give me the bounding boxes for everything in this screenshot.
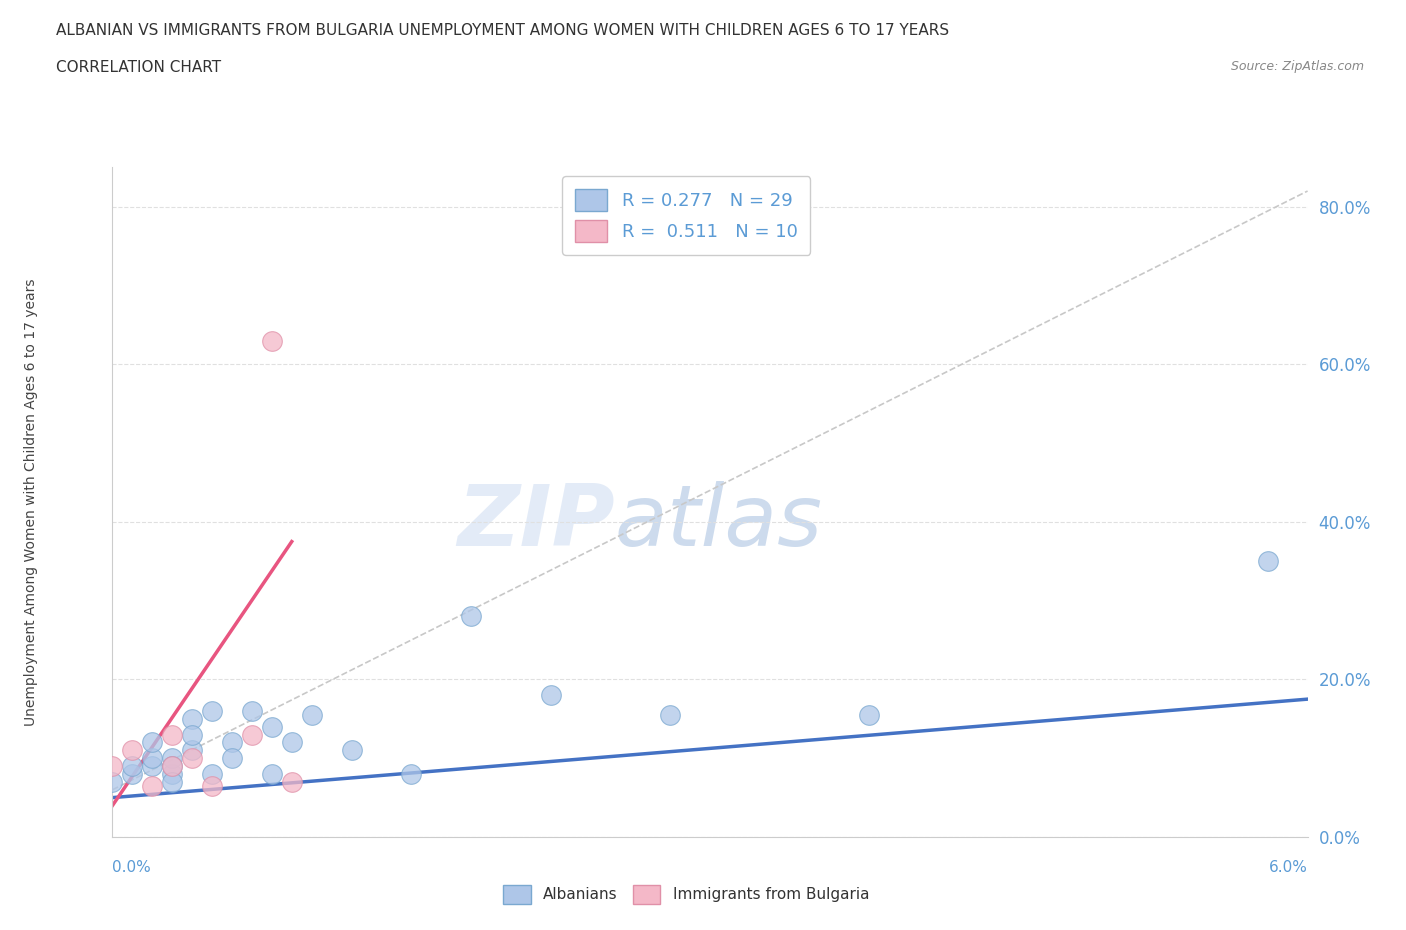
Point [141,735,163,750]
Point [1257,554,1279,569]
Point [301,708,323,723]
Point [221,751,243,765]
Point [281,735,304,750]
Text: 0.0%: 0.0% [112,860,152,875]
Point [260,719,283,734]
Point [121,766,143,781]
Point [162,751,183,765]
Text: 6.0%: 6.0% [1268,860,1308,875]
Text: ZIP: ZIP [457,481,614,564]
Point [340,743,363,758]
Point [101,759,124,774]
Point [221,735,243,750]
Point [121,743,143,758]
Point [201,766,224,781]
Point [460,609,482,624]
Point [141,759,163,774]
Point [181,711,204,726]
Point [858,708,880,723]
Point [281,775,304,790]
Point [162,775,183,790]
Point [121,759,143,774]
Text: Source: ZipAtlas.com: Source: ZipAtlas.com [1230,60,1364,73]
Point [260,766,283,781]
Point [162,727,183,742]
Point [162,759,183,774]
Point [162,759,183,774]
Point [181,751,204,765]
Point [659,708,682,723]
Text: Unemployment Among Women with Children Ages 6 to 17 years: Unemployment Among Women with Children A… [24,278,38,726]
Point [181,727,204,742]
Point [240,703,263,718]
Point [260,333,283,348]
Point [162,766,183,781]
Point [141,751,163,765]
Point [201,778,224,793]
Point [240,727,263,742]
Point [201,703,224,718]
Point [540,688,562,703]
Legend: Albanians, Immigrants from Bulgaria: Albanians, Immigrants from Bulgaria [498,879,875,910]
Point [141,778,163,793]
Text: atlas: atlas [614,481,823,564]
Point [401,766,423,781]
Text: ALBANIAN VS IMMIGRANTS FROM BULGARIA UNEMPLOYMENT AMONG WOMEN WITH CHILDREN AGES: ALBANIAN VS IMMIGRANTS FROM BULGARIA UNE… [56,23,949,38]
Point [101,775,124,790]
Point [181,743,204,758]
Text: CORRELATION CHART: CORRELATION CHART [56,60,221,75]
